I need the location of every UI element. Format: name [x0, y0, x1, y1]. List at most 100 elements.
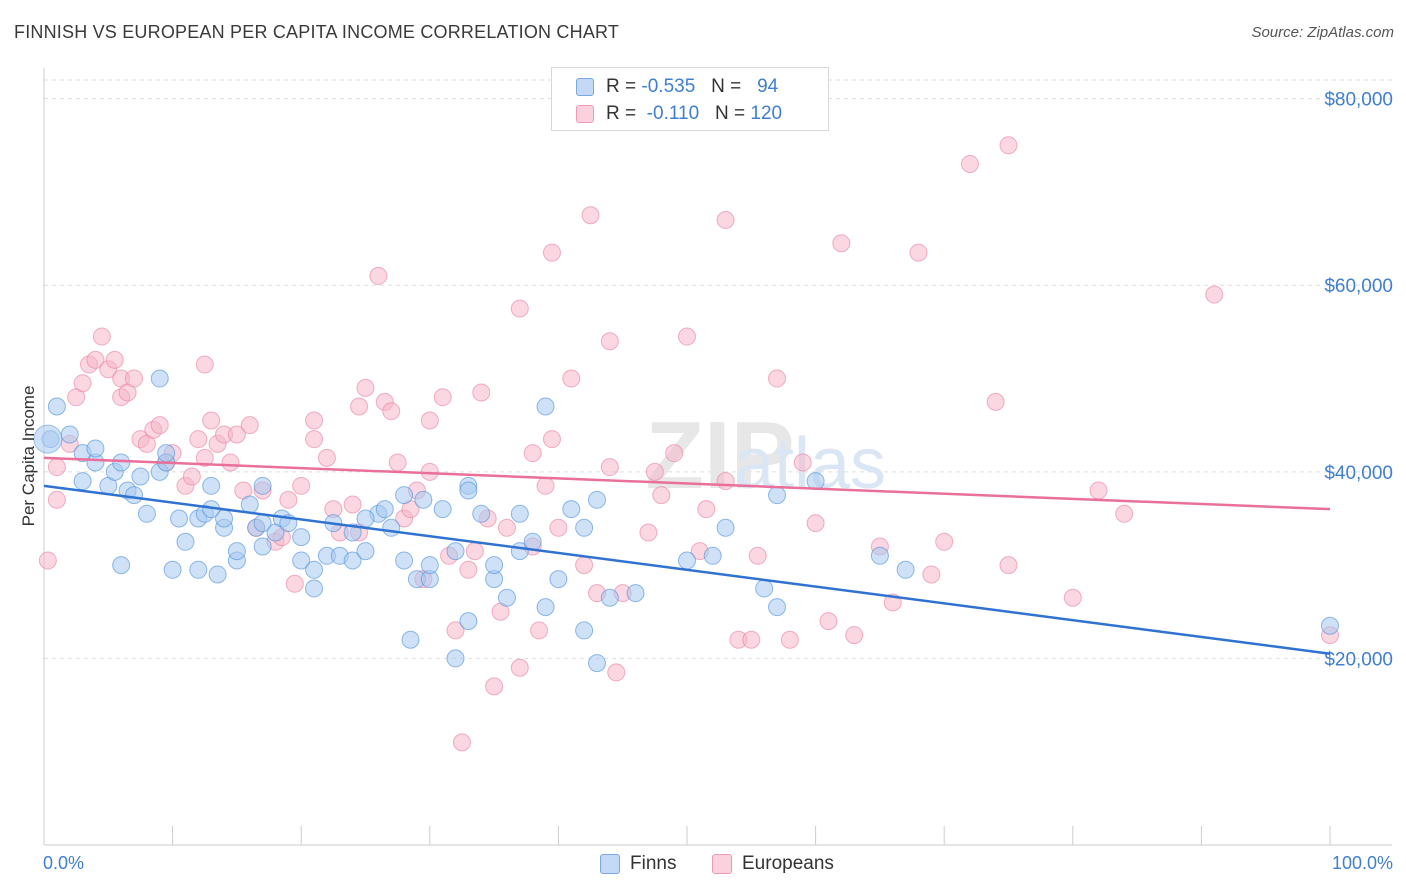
- europeans-point: [639, 523, 658, 542]
- finns-point: [414, 490, 433, 509]
- finns-point: [896, 560, 915, 579]
- finns-point: [382, 518, 401, 537]
- europeans-point: [523, 444, 542, 463]
- europeans-point: [459, 560, 478, 579]
- europeans-point: [125, 369, 144, 388]
- europeans-point: [600, 332, 619, 351]
- finns-point: [446, 542, 465, 561]
- europeans-point: [645, 462, 664, 481]
- europeans-point: [92, 327, 111, 346]
- europeans-point: [279, 490, 298, 509]
- finns-point: [86, 439, 105, 458]
- legend-r-value-finns: -0.535: [641, 76, 696, 97]
- finns-point: [587, 490, 606, 509]
- europeans-point: [305, 430, 324, 449]
- europeans-point: [240, 416, 259, 435]
- europeans-point: [806, 514, 825, 533]
- europeans-point: [581, 206, 600, 225]
- europeans-point: [195, 448, 214, 467]
- legend-n-value-europeans: 120: [750, 103, 783, 124]
- europeans-point: [221, 453, 240, 472]
- europeans-point: [317, 448, 336, 467]
- axes-layer: $20,000 $40,000 $60,000 $80,000: [43, 68, 1393, 846]
- finns-point: [305, 579, 324, 598]
- europeans-point: [832, 234, 851, 253]
- finns-point: [47, 397, 66, 416]
- europeans-point: [542, 243, 561, 262]
- europeans-point: [433, 388, 452, 407]
- finns-point: [343, 523, 362, 542]
- finns-point: [112, 453, 131, 472]
- x-tick-label-min: 0.0%: [43, 853, 84, 873]
- europeans-point: [819, 612, 838, 631]
- finns-point: [395, 486, 414, 505]
- finns-point: [343, 551, 362, 570]
- finns-point: [163, 560, 182, 579]
- europeans-point: [793, 453, 812, 472]
- finns-point: [125, 486, 144, 505]
- europeans-point: [285, 574, 304, 593]
- finns-point: [253, 514, 272, 533]
- europeans-point: [1115, 504, 1134, 523]
- europeans-point: [960, 154, 979, 173]
- legend-n-label: N =: [714, 103, 746, 124]
- finns-point: [189, 560, 208, 579]
- legend-row-europeans: R = -0.110 N = 120: [576, 101, 782, 127]
- finns-point-large: [33, 424, 63, 454]
- europeans-point: [678, 327, 696, 346]
- finns-point: [356, 509, 375, 528]
- finns-point: [575, 518, 594, 537]
- finns-point: [292, 528, 311, 547]
- europeans-point: [845, 626, 864, 645]
- finns-point: [202, 476, 221, 495]
- finns-point: [356, 542, 375, 561]
- europeans-point: [600, 458, 619, 477]
- finns-point: [253, 537, 272, 556]
- europeans-point: [999, 556, 1018, 575]
- europeans-point: [575, 556, 594, 575]
- finns-legend-swatch: [600, 854, 620, 874]
- finns-point: [170, 509, 189, 528]
- y-tick-label: $60,000: [1324, 276, 1393, 297]
- finns-point: [459, 612, 478, 631]
- bottom-legend-finns: Finns: [600, 852, 676, 876]
- europeans-legend-swatch: [712, 854, 732, 874]
- europeans-point: [562, 369, 581, 388]
- finns-point: [678, 551, 696, 570]
- y-axis-title: Per Capita Income: [19, 386, 38, 527]
- finns-point: [1321, 616, 1339, 635]
- europeans-point: [742, 630, 761, 649]
- europeans-point: [716, 210, 735, 229]
- finns-swatch: [576, 78, 594, 96]
- europeans-trend-line: [43, 456, 1331, 511]
- europeans-point: [768, 369, 787, 388]
- finns-point: [703, 546, 722, 565]
- europeans-point: [452, 733, 471, 752]
- finns-point: [549, 570, 568, 589]
- finns-legend-label: Finns: [630, 853, 677, 874]
- finns-point: [510, 504, 529, 523]
- europeans-point: [86, 350, 105, 369]
- europeans-point: [697, 500, 716, 519]
- finns-point: [459, 481, 478, 500]
- europeans-point: [665, 444, 684, 463]
- bottom-legend-europeans: Europeans: [712, 852, 834, 876]
- chart-title: FINNISH VS EUROPEAN PER CAPITA INCOME CO…: [14, 22, 620, 42]
- europeans-point: [305, 411, 324, 430]
- europeans-point: [986, 392, 1005, 411]
- finns-point: [536, 397, 555, 416]
- finns-point: [600, 588, 619, 607]
- finns-point: [292, 551, 311, 570]
- finns-point: [587, 654, 606, 673]
- europeans-point: [1205, 285, 1224, 304]
- europeans-point: [922, 565, 941, 584]
- finns-point: [208, 565, 227, 584]
- finns-point: [137, 504, 156, 523]
- europeans-point: [510, 299, 529, 318]
- legend-n-value-finns: 94: [757, 76, 779, 97]
- finns-point: [395, 551, 414, 570]
- europeans-point: [909, 243, 928, 262]
- finns-point: [755, 579, 774, 598]
- finns-point: [60, 425, 79, 444]
